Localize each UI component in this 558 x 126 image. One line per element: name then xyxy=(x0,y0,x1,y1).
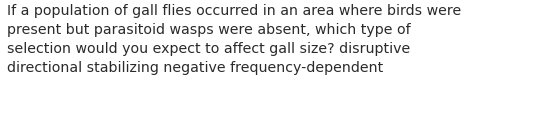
Text: If a population of gall flies occurred in an area where birds were
present but p: If a population of gall flies occurred i… xyxy=(7,4,461,75)
